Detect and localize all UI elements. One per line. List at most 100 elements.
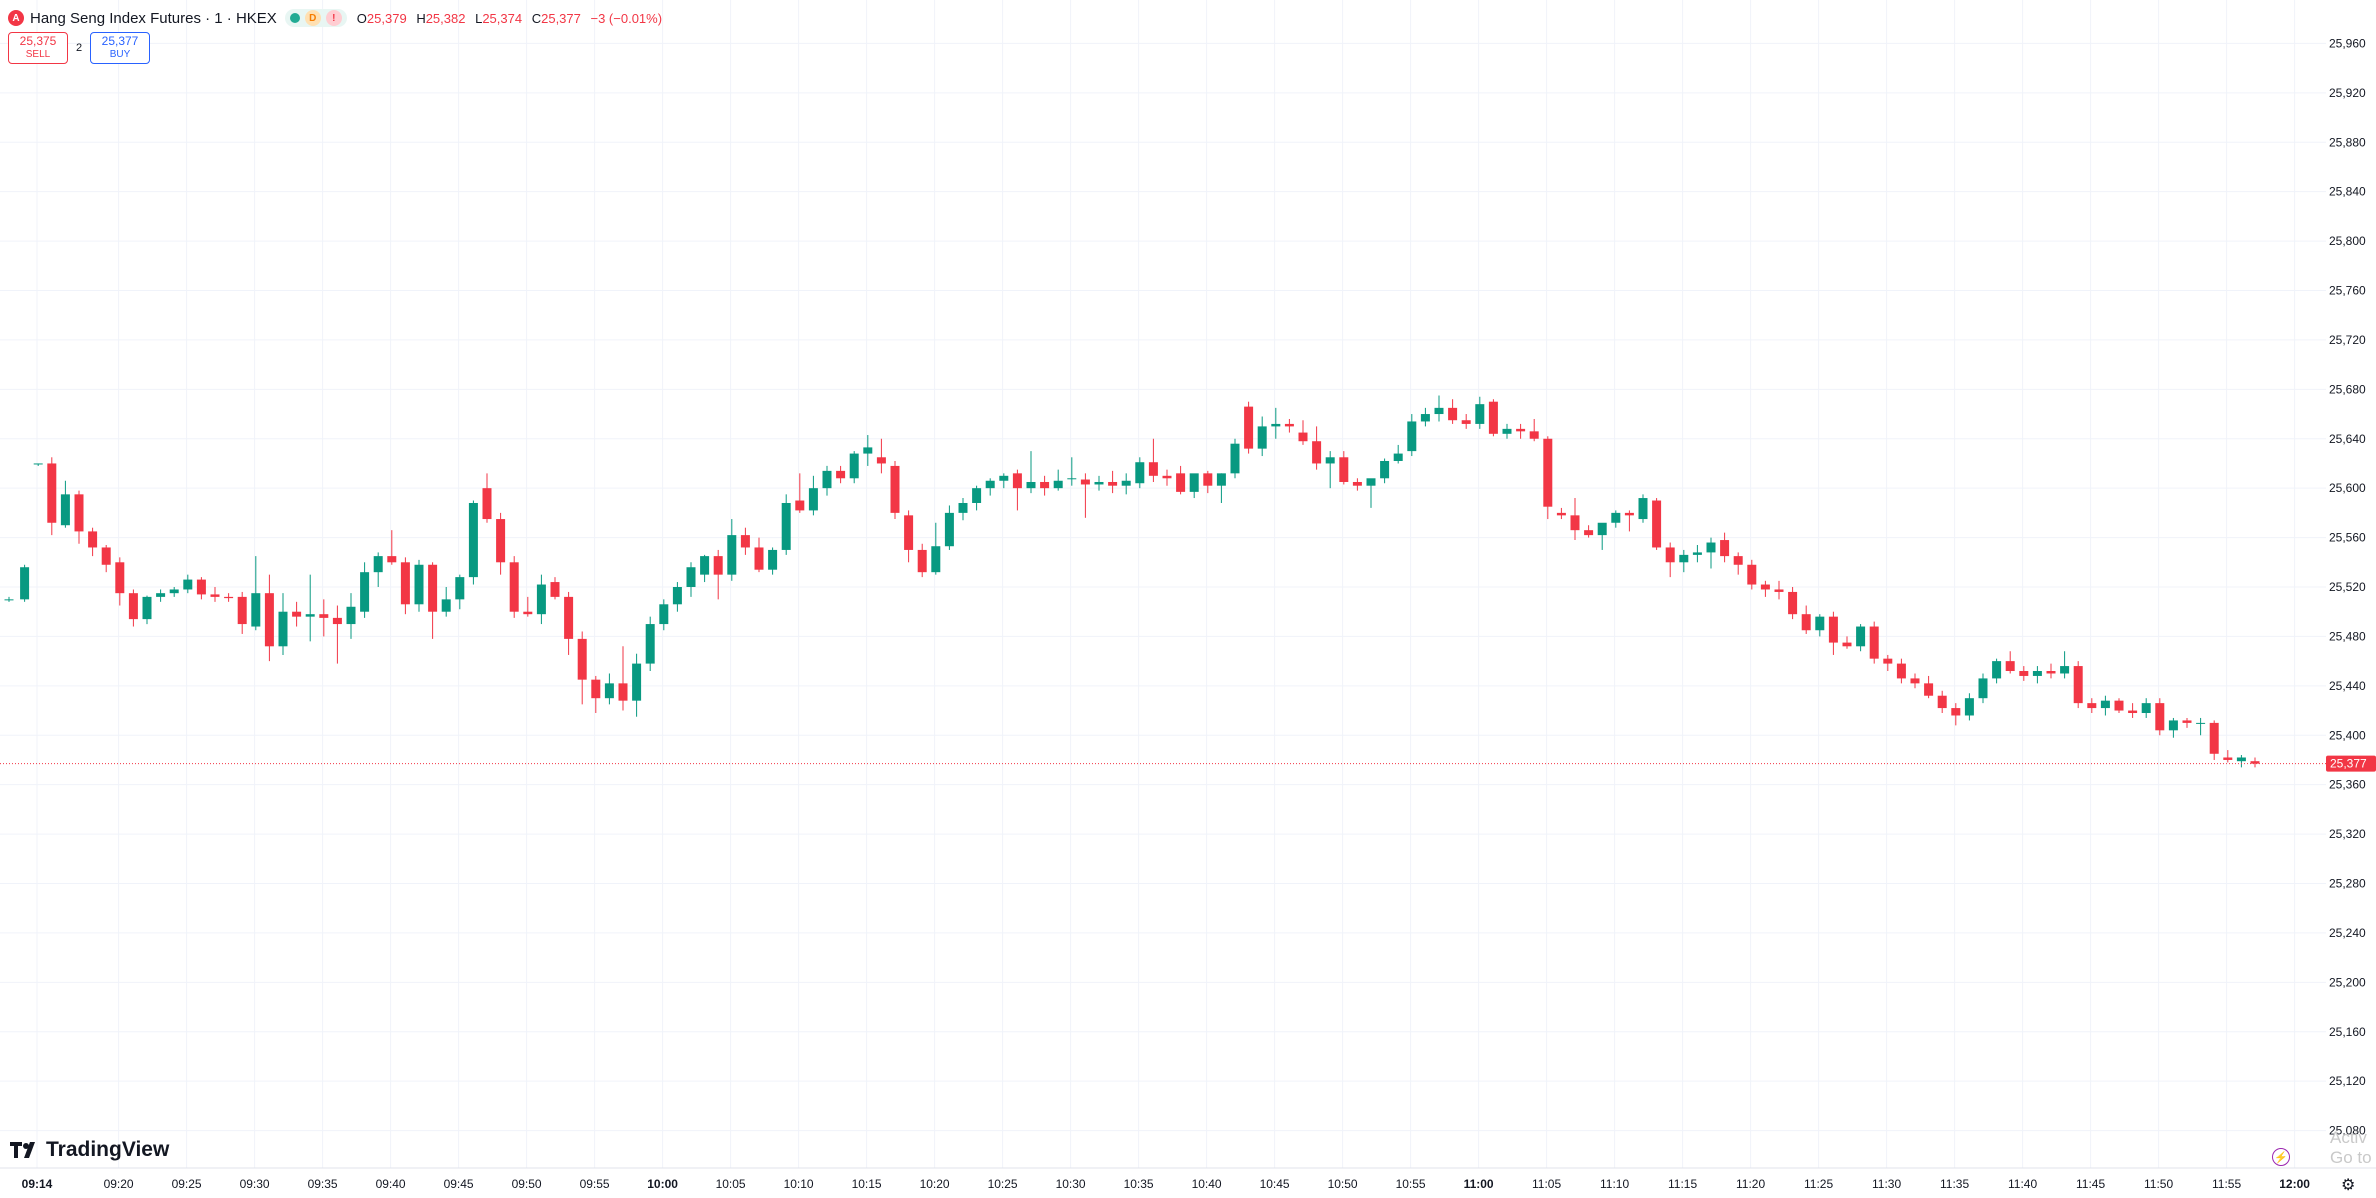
candle-body — [156, 593, 166, 597]
candle-body — [1869, 626, 1879, 659]
candle-body — [849, 453, 859, 479]
candle — [1665, 542, 1675, 578]
candle — [1815, 614, 1825, 637]
candle — [2032, 666, 2042, 684]
candle-body — [1067, 478, 1077, 480]
candle-body — [183, 579, 193, 590]
candle — [944, 505, 954, 550]
candle-body — [686, 567, 696, 587]
candle-body — [1978, 678, 1988, 699]
candle-body — [1856, 626, 1866, 647]
candle — [2196, 717, 2206, 736]
candle — [876, 438, 886, 474]
candle — [700, 554, 710, 583]
watermark-line-2: Go to S — [2330, 1148, 2376, 1167]
candle-body — [1461, 420, 1471, 424]
trade-buttons: 25,375 SELL 2 25,377 BUY — [8, 32, 150, 64]
candle-body — [360, 572, 370, 612]
sell-button[interactable]: 25,375 SELL — [8, 32, 68, 64]
candle — [1012, 469, 1022, 511]
candle — [1924, 675, 1934, 699]
candle — [1339, 451, 1349, 485]
candle-body — [917, 549, 927, 573]
candle — [373, 552, 383, 587]
price-tick-label: 25,720 — [2329, 333, 2366, 347]
candle — [1380, 458, 1390, 484]
candle — [632, 653, 642, 717]
candle — [428, 562, 438, 639]
price-axis: 25,080 25,120 25,160 25,200 25,240 25,280 25,3… — [2329, 0, 2366, 1138]
candle-body — [33, 463, 43, 465]
price-tick-label: 25,080 — [2329, 1124, 2366, 1138]
candle-body — [1597, 522, 1607, 536]
candle — [264, 574, 274, 662]
tradingview-logo[interactable]: TradingView — [10, 1138, 169, 1162]
symbol-title[interactable]: Hang Seng Index Futures · 1 · HKEX — [30, 9, 277, 27]
candle-body — [632, 663, 642, 701]
time-tick-label: 09:30 — [240, 1177, 270, 1191]
candle-body — [1407, 421, 1417, 452]
candle-body — [1624, 512, 1634, 516]
candle-body — [1788, 591, 1798, 615]
candle — [101, 544, 111, 573]
candle — [1856, 624, 1866, 652]
low-label: L — [475, 10, 483, 26]
candle — [360, 562, 370, 618]
candle — [47, 457, 57, 536]
candle-body — [1937, 695, 1947, 709]
candle — [1964, 693, 1974, 721]
candle-body — [836, 470, 846, 479]
candle-body — [482, 488, 492, 520]
candle — [2168, 717, 2178, 738]
candle-body — [1026, 481, 1036, 489]
candle — [183, 574, 193, 594]
candle-body — [1733, 556, 1743, 565]
candle-body — [672, 587, 682, 605]
candle-body — [1135, 462, 1145, 484]
candle — [1597, 522, 1607, 550]
candle — [754, 537, 764, 573]
candle-body — [1448, 407, 1458, 421]
candle-body — [944, 512, 954, 547]
time-tick-label: 09:20 — [104, 1177, 134, 1191]
candle-body — [2250, 761, 2260, 764]
time-tick-label: 11:35 — [1940, 1177, 1969, 1191]
candle-body — [876, 457, 886, 464]
low-value: 25,374 — [482, 10, 523, 26]
candle-body — [1012, 473, 1022, 489]
candle — [1584, 525, 1594, 538]
lightning-icon[interactable]: ⚡ — [2272, 1148, 2290, 1166]
candle — [2250, 757, 2260, 768]
candle-body — [1393, 453, 1403, 461]
buy-button[interactable]: 25,377 BUY — [90, 32, 150, 64]
symbol-badge[interactable]: A — [8, 10, 24, 26]
candle-body — [1108, 481, 1118, 486]
candle-body — [550, 582, 560, 597]
candle-body — [985, 480, 995, 489]
candle — [1094, 475, 1104, 491]
candle-body — [292, 611, 302, 617]
time-tick-label: 11:45 — [2076, 1177, 2105, 1191]
market-status-pill[interactable]: D ! — [284, 9, 347, 27]
candle — [1992, 658, 2002, 684]
gear-icon[interactable]: ⚙ — [2341, 1177, 2356, 1194]
candle — [1611, 510, 1621, 528]
high-label: H — [416, 10, 426, 26]
candle — [781, 494, 791, 555]
candle — [985, 478, 995, 496]
time-tick-label: 11:05 — [1532, 1177, 1561, 1191]
candle-body — [237, 596, 247, 625]
candle-body — [1570, 515, 1580, 531]
candle-body — [727, 535, 737, 575]
time-tick-label: 11:15 — [1668, 1177, 1697, 1191]
time-tick-label: 11:00 — [1464, 1177, 1494, 1191]
price-tick-label: 25,680 — [2329, 382, 2366, 396]
candle-body — [700, 556, 710, 575]
close-value: 25,377 — [541, 10, 581, 26]
candle-body — [591, 679, 601, 699]
candle — [509, 556, 519, 618]
candle — [2155, 698, 2165, 736]
candle — [1747, 559, 1757, 590]
time-axis: 09:14 09:20 09:25 09:30 09:35 09:40 09:45 09:50… — [0, 1167, 2376, 1191]
